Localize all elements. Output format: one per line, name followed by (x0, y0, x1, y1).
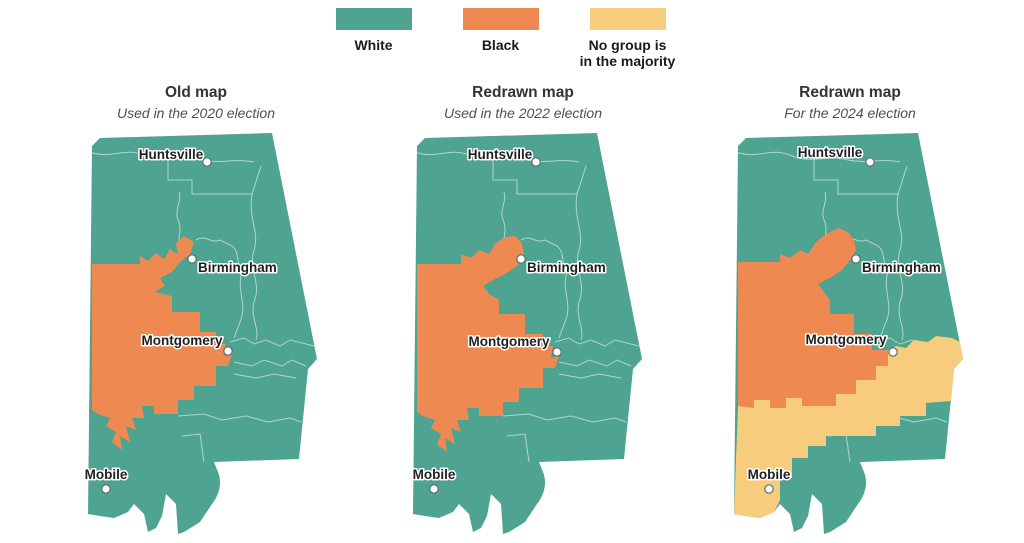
district-boundary-line (558, 359, 632, 367)
map-subtitle-2024: For the 2024 election (784, 105, 916, 121)
district-boundary-line (506, 433, 530, 463)
city-label-montgomery: Montgomery (469, 334, 550, 349)
district-boundary-line (233, 359, 307, 367)
district-boundary-line (167, 158, 262, 195)
district-boundary-line (896, 193, 904, 341)
district-boundary-line (177, 413, 302, 423)
city-label-birmingham: Birmingham (527, 260, 606, 275)
district-boundary-line (520, 237, 568, 273)
district-boundary-line (233, 271, 244, 339)
map-panel-2024: Redrawn map For the 2024 election Huntsv… (700, 84, 1000, 538)
district-boundary-line (229, 337, 315, 347)
district-boundary-line (233, 373, 297, 379)
district-region-black-majority (417, 236, 559, 452)
city-dot-huntsville (202, 157, 212, 167)
city-label-huntsville: Huntsville (798, 145, 863, 160)
legend-label-no-majority: No group is in the majority (579, 37, 676, 69)
city-label-mobile: Mobile (413, 467, 456, 482)
district-boundary-line (502, 413, 627, 423)
district-boundary-line (554, 337, 640, 347)
map-title-2024: Redrawn map (799, 84, 901, 101)
city-dot-montgomery (888, 347, 898, 357)
city-label-mobile: Mobile (85, 467, 128, 482)
legend-label-white: White (354, 37, 393, 53)
city-dot-mobile (101, 484, 111, 494)
district-region-black-majority (92, 236, 232, 450)
district-boundary-line (558, 373, 622, 379)
city-label-huntsville: Huntsville (468, 147, 533, 162)
district-boundary-line (414, 151, 580, 163)
state-shape-white-majority-base (413, 133, 642, 534)
city-label-montgomery: Montgomery (806, 332, 887, 347)
city-dot-mobile (429, 484, 439, 494)
legend-label-black: Black (481, 37, 520, 53)
map-title-2022: Redrawn map (472, 84, 574, 101)
legend-swatch-black (462, 8, 539, 30)
map-subtitle-2020: Used in the 2020 election (117, 105, 275, 121)
city-dot-birmingham (187, 254, 197, 264)
district-boundary-line (492, 158, 587, 195)
city-label-birmingham: Birmingham (862, 260, 941, 275)
city-dot-montgomery (552, 347, 562, 357)
district-boundary-line (181, 433, 205, 463)
legend-item-white: White (310, 8, 437, 69)
city-dot-montgomery (223, 346, 233, 356)
district-boundary-line (250, 193, 258, 341)
city-dot-birmingham (516, 254, 526, 264)
legend-item-black: Black (437, 8, 564, 69)
city-label-mobile: Mobile (748, 467, 791, 482)
alabama-districts-map-2024: Huntsville Birmingham Montgomery Mobile (734, 133, 963, 534)
alabama-districts-map-2020: Huntsville Birmingham Montgomery Mobile (84, 133, 317, 534)
legend-swatch-no-majority (589, 8, 666, 30)
district-boundary-line (89, 151, 255, 163)
district-boundary-line (558, 271, 569, 339)
city-label-huntsville: Huntsville (139, 147, 204, 162)
legend: White Black No group is in the majority (310, 8, 691, 69)
city-dot-huntsville (865, 157, 875, 167)
district-region-none-majority (734, 336, 963, 518)
alabama-districts-map-2022: Huntsville Birmingham Montgomery Mobile (411, 133, 642, 534)
district-boundary-line (879, 271, 890, 339)
map-panel-2022: Redrawn map Used in the 2022 election Hu… (373, 84, 673, 538)
map-panel-2020: Old map Used in the 2020 election Huntsv… (46, 84, 346, 538)
district-boundary-line (813, 158, 908, 195)
city-dot-mobile (764, 484, 774, 494)
district-region-black-majority (738, 228, 888, 408)
city-dot-birmingham (851, 254, 861, 264)
district-boundary-line (195, 237, 243, 273)
map-subtitle-2022: Used in the 2022 election (444, 105, 602, 121)
city-dot-huntsville (531, 157, 541, 167)
legend-item-no-majority: No group is in the majority (564, 8, 691, 69)
city-label-montgomery: Montgomery (142, 333, 223, 348)
legend-swatch-white (335, 8, 412, 30)
map-title-2020: Old map (164, 84, 227, 101)
city-label-birmingham: Birmingham (198, 260, 277, 275)
district-boundary-line (575, 193, 583, 341)
